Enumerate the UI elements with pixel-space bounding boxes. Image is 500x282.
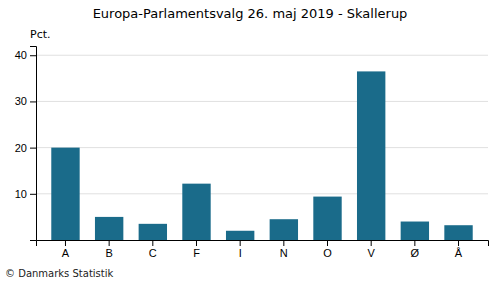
y-tick-label: 40 <box>15 49 27 61</box>
x-tick: O <box>323 240 332 259</box>
x-tick-label: Ø <box>411 247 420 259</box>
y-tick: 40 <box>15 49 36 61</box>
x-tick-label: A <box>62 247 70 259</box>
x-tick: I <box>239 240 242 259</box>
x-tick: A <box>62 240 70 259</box>
x-tick-label: O <box>323 247 332 259</box>
y-tick-label: 30 <box>15 95 27 107</box>
x-tick-label: B <box>105 247 112 259</box>
y-tick: 10 <box>15 188 36 200</box>
y-axis: 10 20 30 40 <box>15 47 37 241</box>
x-tick-mark <box>109 240 110 246</box>
grid-line <box>36 55 488 56</box>
title: Europa-Parlamentsvalg 26. maj 2019 - Ska… <box>93 6 408 21</box>
bar <box>401 222 429 240</box>
y-axis-line <box>30 47 37 241</box>
x-tick: C <box>149 240 157 259</box>
x-axis-line <box>37 241 489 247</box>
x-tick: Ø <box>411 240 420 259</box>
y-tick-mark <box>30 148 36 149</box>
bar <box>139 224 167 240</box>
x-axis: ABCFINOVØÅ <box>37 240 489 259</box>
y-tick-label: 10 <box>15 188 27 200</box>
footer: © Danmarks Statistik <box>5 268 114 279</box>
bar <box>444 225 472 240</box>
bar <box>270 219 298 240</box>
y-tick-label: 20 <box>15 142 27 154</box>
x-tick-mark <box>65 240 66 246</box>
y-label: Pct. <box>30 28 51 41</box>
x-tick-mark <box>240 240 241 246</box>
y-tick-mark <box>30 194 36 195</box>
x-tick-label: V <box>368 247 376 259</box>
bar <box>313 197 341 240</box>
x-tick-mark <box>458 240 459 246</box>
x-tick: N <box>280 240 288 259</box>
x-tick-label: C <box>149 247 157 259</box>
x-tick-mark <box>152 240 153 246</box>
x-tick-label: N <box>280 247 288 259</box>
chart: Europa-Parlamentsvalg 26. maj 2019 - Ska… <box>0 0 500 282</box>
grid-line <box>36 147 488 148</box>
y-tick-mark <box>30 55 36 56</box>
x-tick-label: Å <box>455 247 463 259</box>
y-tick: 20 <box>15 142 36 154</box>
bar <box>226 231 254 240</box>
bar <box>51 148 79 240</box>
x-tick: F <box>193 240 200 259</box>
x-tick: Å <box>455 240 463 259</box>
plot: A B C F I N O V Ø Å 10 20 30 40 <box>15 47 489 259</box>
y-tick: 30 <box>15 95 36 107</box>
bar <box>182 184 210 240</box>
x-tick: V <box>368 240 376 259</box>
x-tick-label: F <box>193 247 200 259</box>
grid-line <box>36 193 488 194</box>
x-tick-mark <box>371 240 372 246</box>
x-tick-mark <box>283 240 284 246</box>
x-tick-label: I <box>239 247 242 259</box>
x-tick: B <box>105 240 112 259</box>
x-tick-mark <box>327 240 328 246</box>
bar <box>95 217 123 240</box>
x-tick-mark <box>196 240 197 246</box>
bar <box>357 71 385 240</box>
y-tick-mark <box>30 101 36 102</box>
grid <box>36 55 488 194</box>
x-tick-mark <box>414 240 415 246</box>
grid-line <box>36 101 488 102</box>
bars <box>51 71 472 240</box>
